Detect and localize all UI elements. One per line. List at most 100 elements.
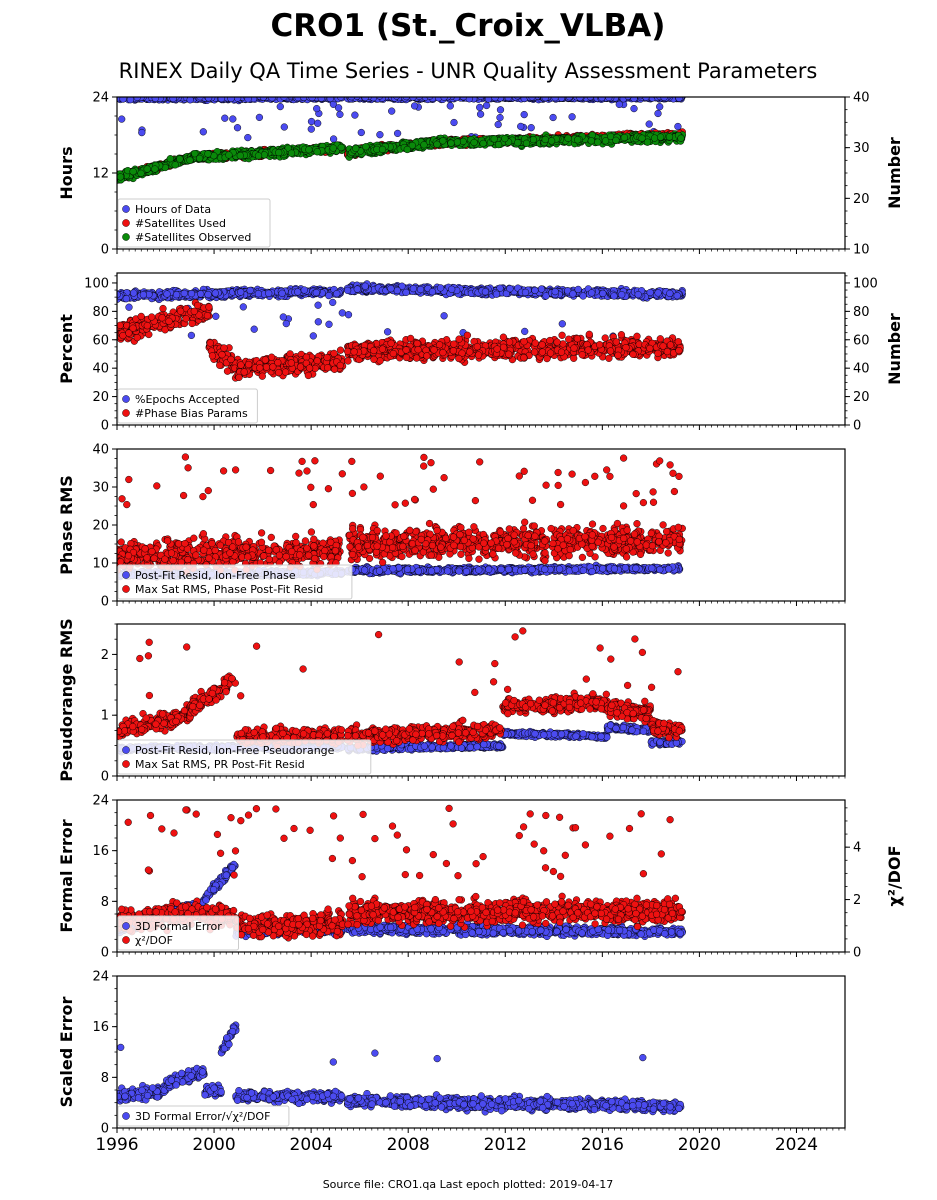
data-point	[314, 301, 322, 309]
data-point	[630, 104, 638, 113]
data-point	[415, 97, 423, 100]
data-point	[479, 139, 487, 148]
data-point	[221, 114, 229, 122]
data-point	[496, 113, 504, 122]
data-point	[279, 313, 287, 321]
data-point	[654, 109, 662, 118]
data-point	[388, 107, 396, 115]
data-point	[514, 139, 522, 147]
data-point	[280, 97, 288, 101]
data-point	[521, 327, 529, 336]
data-point	[325, 291, 333, 300]
data-points	[117, 97, 687, 184]
data-point	[329, 135, 338, 143]
legend: Hours of Data#Satellites Used#Satellites…	[117, 198, 271, 248]
data-point	[643, 138, 652, 146]
data-point	[470, 138, 478, 147]
data-point	[656, 133, 665, 141]
data-point	[126, 97, 135, 104]
data-point	[490, 135, 498, 143]
data-point	[393, 129, 402, 138]
data-point	[313, 148, 321, 156]
data-point	[317, 97, 325, 102]
data-point	[300, 286, 308, 294]
data-point	[314, 119, 322, 127]
data-point	[186, 97, 194, 104]
data-point	[408, 141, 416, 150]
data-point	[353, 97, 361, 100]
data-point	[186, 156, 194, 164]
data-point	[594, 138, 602, 146]
data-point	[393, 97, 401, 100]
data-point	[378, 145, 387, 154]
data-point	[624, 97, 632, 100]
data-point	[551, 97, 559, 102]
data-point	[630, 97, 638, 103]
data-point	[362, 143, 370, 151]
data-point	[237, 288, 245, 296]
data-point	[166, 155, 174, 163]
data-point	[236, 151, 244, 160]
data-point	[254, 152, 263, 160]
data-point	[333, 290, 341, 298]
data-point	[305, 146, 313, 154]
data-point	[195, 154, 204, 163]
legend-label: #Satellites Used	[135, 217, 226, 230]
data-point	[119, 97, 127, 103]
data-point	[338, 309, 346, 317]
data-point	[514, 97, 521, 100]
data-point	[196, 97, 204, 101]
data-point	[352, 144, 360, 153]
legend-marker	[122, 219, 130, 227]
data-point	[665, 133, 674, 141]
data-point	[383, 328, 392, 336]
data-point	[402, 97, 410, 101]
data-point	[476, 103, 484, 112]
legend-marker	[122, 205, 130, 213]
data-point	[565, 97, 574, 101]
data-point	[211, 289, 219, 297]
data-point	[433, 140, 441, 148]
data-point	[233, 97, 242, 102]
data-point	[217, 97, 226, 103]
data-point	[307, 125, 315, 133]
data-point	[137, 169, 145, 177]
data-point	[439, 137, 447, 145]
data-point	[601, 137, 610, 145]
data-point	[528, 97, 536, 101]
data-point	[280, 123, 288, 131]
data-point	[307, 117, 316, 126]
data-point	[541, 135, 549, 144]
data-point	[677, 134, 685, 142]
data-point	[612, 136, 620, 144]
data-point	[459, 97, 468, 101]
data-point	[268, 97, 276, 102]
data-point	[674, 122, 682, 131]
legend-box	[117, 198, 271, 248]
data-point	[420, 141, 428, 149]
data-point	[549, 113, 557, 122]
data-point	[276, 102, 284, 111]
data-point	[329, 144, 337, 152]
data-point	[187, 331, 196, 340]
data-point	[347, 97, 356, 101]
data-point	[477, 97, 485, 100]
data-point	[314, 318, 322, 326]
data-point	[199, 128, 207, 136]
data-point	[246, 286, 254, 295]
data-point	[329, 298, 337, 307]
data-point	[426, 97, 434, 100]
data-point	[586, 97, 594, 101]
data-point	[176, 155, 184, 163]
data-point	[447, 139, 455, 147]
data-point	[309, 332, 317, 340]
legend-marker	[122, 233, 130, 241]
data-point	[351, 111, 359, 119]
data-point	[529, 135, 537, 144]
data-point	[244, 97, 252, 103]
data-point	[620, 133, 629, 142]
data-point	[125, 303, 133, 311]
